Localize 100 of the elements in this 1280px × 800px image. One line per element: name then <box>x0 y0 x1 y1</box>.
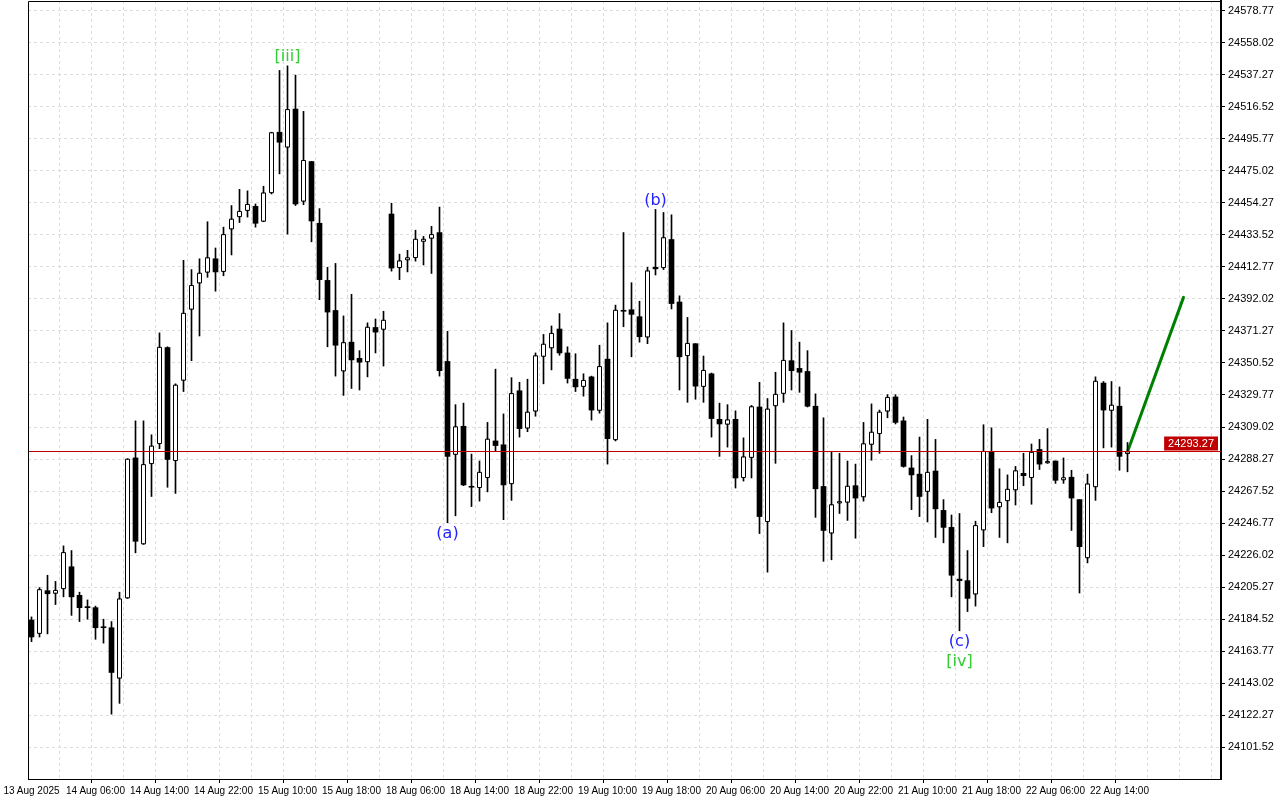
candlestick <box>261 185 266 223</box>
candlestick <box>1092 376 1099 501</box>
y-tick-label: 24184.52 <box>1228 612 1274 625</box>
x-tick-label: 22 Aug 14:00 <box>1090 784 1150 796</box>
x-tick-label: 20 Aug 22:00 <box>834 784 894 796</box>
candlestick <box>869 403 874 461</box>
x-tick-label: 14 Aug 22:00 <box>194 784 254 796</box>
candlestick <box>972 520 979 607</box>
x-tick-label: 19 Aug 18:00 <box>642 784 702 796</box>
candlestick <box>861 422 866 502</box>
candlestick <box>229 205 234 256</box>
candlestick <box>477 460 482 502</box>
candlestick <box>413 229 418 262</box>
candlestick <box>772 371 779 464</box>
x-tick-label: 18 Aug 22:00 <box>514 784 574 796</box>
candlestick <box>725 404 730 448</box>
x-tick-label: 22 Aug 06:00 <box>1026 784 1086 796</box>
candlestick <box>53 581 58 605</box>
y-tick-label: 24267.52 <box>1228 484 1274 497</box>
x-tick-label: 15 Aug 10:00 <box>258 784 318 796</box>
y-tick-label: 24288.27 <box>1228 452 1274 465</box>
candlestick <box>60 545 67 598</box>
candlestick <box>581 373 586 397</box>
candlestick <box>381 310 386 367</box>
x-tick-label: 18 Aug 06:00 <box>386 784 446 796</box>
x-tick-label: 21 Aug 18:00 <box>962 784 1022 796</box>
y-tick-label: 24371.27 <box>1228 323 1274 336</box>
candlestick <box>1029 443 1034 505</box>
candlestick <box>844 460 851 521</box>
candlestick <box>396 253 403 280</box>
candlestick <box>1005 474 1010 544</box>
candlestick <box>645 266 650 345</box>
candlestick <box>268 131 275 195</box>
candlestick <box>828 451 835 561</box>
y-tick-label: 24412.77 <box>1228 259 1274 272</box>
annotation: (b) <box>644 189 667 209</box>
candlestick <box>300 111 307 206</box>
y-tick-label: 24558.02 <box>1228 35 1274 48</box>
x-tick-label: 19 Aug 10:00 <box>578 784 638 796</box>
candlestick <box>484 422 491 493</box>
x-tick-label: 13 Aug 2025 <box>3 784 61 796</box>
candlestick <box>421 236 426 266</box>
x-tick-label: 20 Aug 14:00 <box>770 784 830 796</box>
y-tick-label: 24163.77 <box>1228 644 1274 657</box>
candlestick <box>997 468 1002 538</box>
y-tick-label: 24516.52 <box>1228 99 1274 112</box>
candlestick <box>364 322 371 378</box>
y-tick-label: 24143.02 <box>1228 676 1274 689</box>
candlestick <box>701 355 706 403</box>
candlestick <box>597 344 602 414</box>
candlestick <box>524 378 531 433</box>
candlestick <box>285 65 290 235</box>
candlestick <box>1124 442 1131 473</box>
candlestick <box>245 190 250 218</box>
candlestick <box>148 434 155 497</box>
candlestick <box>1084 473 1091 564</box>
candlestick <box>189 269 194 361</box>
y-tick-label: 24329.77 <box>1228 388 1274 401</box>
x-tick-label: 20 Aug 06:00 <box>706 784 766 796</box>
candlestick <box>924 419 931 523</box>
ref-line-label: 24293.27 <box>1168 437 1215 450</box>
candlestick <box>156 332 163 449</box>
x-tick-label: 21 Aug 10:00 <box>898 784 958 796</box>
candlestick <box>541 334 546 385</box>
candlestick <box>532 352 539 417</box>
y-tick-label: 24392.02 <box>1228 291 1274 304</box>
y-tick-label: 24495.77 <box>1228 131 1274 144</box>
candlestick <box>453 404 458 517</box>
candlestick <box>508 377 515 501</box>
candlestick <box>685 317 690 403</box>
y-tick-label: 24475.02 <box>1228 163 1274 176</box>
candlestick <box>748 405 755 479</box>
annotation: (a) <box>436 522 459 542</box>
candlestick <box>741 437 746 482</box>
y-tick-label: 24122.27 <box>1228 708 1274 721</box>
candlestick <box>180 260 187 392</box>
candlestick <box>141 420 146 545</box>
candlestick <box>36 587 43 638</box>
candlestick <box>405 249 410 273</box>
candlestick <box>885 394 890 419</box>
candlestick <box>780 322 787 403</box>
annotation: [iv] <box>946 650 973 670</box>
candlestick <box>237 189 242 223</box>
candlestick <box>1109 381 1114 448</box>
candlestick <box>220 226 227 277</box>
x-tick-label: 18 Aug 14:00 <box>450 784 510 796</box>
y-tick-label: 24309.02 <box>1228 420 1274 433</box>
candlestick <box>549 325 554 371</box>
candlestick <box>340 315 347 396</box>
candlestick <box>660 212 667 270</box>
x-tick-label: 14 Aug 06:00 <box>66 784 126 796</box>
candlestick <box>1061 457 1066 484</box>
candlestick <box>204 221 211 278</box>
y-tick-label: 24205.27 <box>1228 580 1274 593</box>
x-tick-label: 14 Aug 14:00 <box>130 784 190 796</box>
candlestick <box>117 591 122 704</box>
y-tick-label: 24578.77 <box>1228 3 1274 16</box>
y-tick-label: 24101.52 <box>1228 740 1274 753</box>
candlestick <box>876 409 883 454</box>
candlestick <box>124 458 131 599</box>
